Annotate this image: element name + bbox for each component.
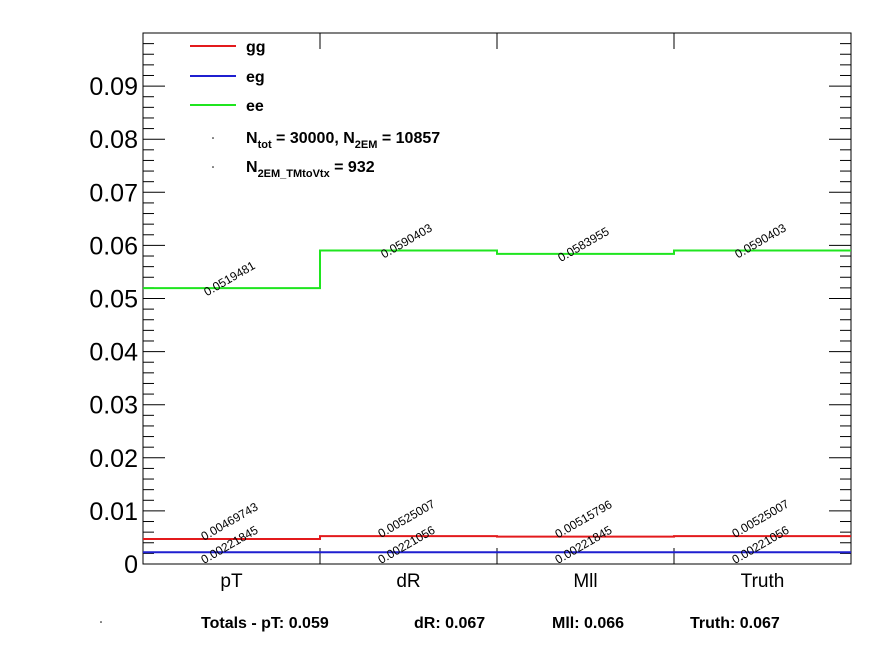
y-tick-label: 0.07 [89, 179, 138, 207]
totals-dr: dR: 0.067 [414, 615, 485, 632]
totals-mll: Mll: 0.066 [552, 615, 624, 632]
x-category-label: Mll [573, 571, 597, 592]
legend-label-gg: gg [246, 39, 266, 56]
legend-marker-ntot [212, 137, 214, 139]
annotation-ntm: N2EM_TMtoVtx = 932 [246, 159, 375, 180]
series-line-ee [143, 249, 851, 290]
data-label-ee: 0.0519481 [201, 258, 257, 299]
legend-label-ee: ee [246, 98, 264, 115]
x-category-label: Truth [741, 571, 785, 592]
y-tick-label: 0.01 [89, 498, 138, 526]
data-labels: 0.00469743 0.00525007 0.00515796 0.00525007… [199, 221, 792, 567]
annotation-ntot: Ntot = 30000, N2EM = 10857 [246, 130, 440, 151]
x-category-label: pT [220, 571, 243, 592]
legend-marker-ntm [212, 166, 214, 168]
totals-truth: Truth: 0.067 [690, 615, 780, 632]
y-tick-label: 0 [124, 551, 138, 579]
y-tick-label: 0.04 [89, 339, 138, 367]
legend: gg eg ee Ntot = 30000, N2EM = 10857 N2EM… [190, 39, 440, 180]
data-label-ee: 0.0590403 [732, 221, 788, 262]
y-tick-label: 0.05 [89, 286, 138, 314]
y-tick-label: 0.03 [89, 392, 138, 420]
x-category-label: dR [396, 571, 420, 592]
y-axis-ticks [143, 32, 851, 565]
y-axis-labels: 0 0.01 0.02 0.03 0.04 0.05 0.06 0.07 0.08 0.09 [89, 73, 138, 579]
data-label-ee: 0.0590403 [378, 221, 434, 262]
totals-marker [100, 621, 102, 623]
series-lines [143, 249, 851, 554]
legend-label-eg: eg [246, 69, 265, 86]
y-tick-label: 0.06 [89, 232, 138, 260]
y-tick-label: 0.02 [89, 445, 138, 473]
series-line-gg [143, 535, 851, 541]
x-axis-labels: pT dR Mll Truth [220, 571, 784, 592]
data-label-ee: 0.0583955 [555, 224, 611, 265]
y-tick-label: 0.08 [89, 126, 138, 154]
y-tick-label: 0.09 [89, 73, 138, 101]
totals-prefix: Totals - pT: 0.059 [201, 615, 329, 632]
x-axis-dividers [319, 33, 675, 564]
